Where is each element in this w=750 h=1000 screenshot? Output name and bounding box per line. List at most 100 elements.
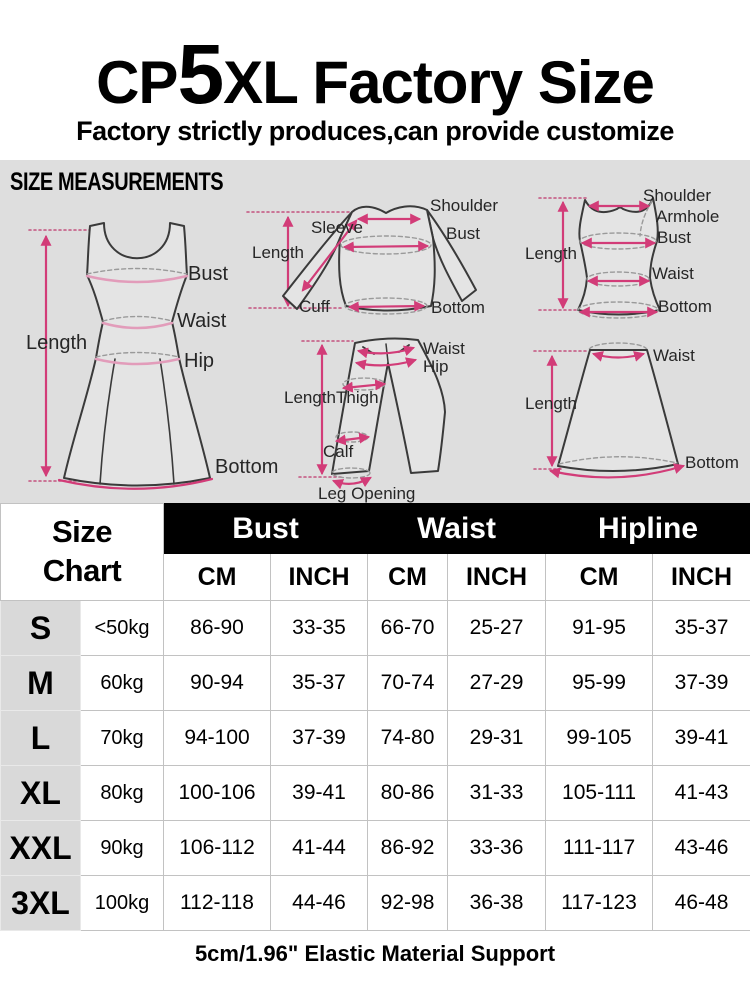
table-row: S <50kg 86-90 33-35 66-70 25-27 91-95 35… — [0, 600, 750, 656]
table-cell: 39-41 — [270, 765, 369, 821]
table-cell: 35-37 — [652, 600, 750, 656]
pants-thigh-label: Thigh — [336, 388, 379, 407]
table-cell: 35-37 — [270, 655, 369, 711]
title-suffix: XL Factory Size — [223, 49, 655, 116]
waist-inch-header: INCH — [447, 553, 547, 601]
pants-leg-opening-label: Leg Opening — [318, 484, 416, 503]
pants-diagram — [298, 337, 446, 490]
dress-bust-label: Bust — [188, 263, 229, 285]
table-cell: 95-99 — [545, 655, 654, 711]
table-row: 3XL 100kg 112-118 44-46 92-98 36-38 117-… — [0, 875, 750, 931]
table-cell: 33-36 — [447, 820, 547, 876]
hipline-group-header: Hipline — [545, 503, 750, 554]
pants-hip-label: Hip — [423, 357, 449, 376]
table-cell: 94-100 — [163, 710, 272, 766]
title-prefix: CP — [96, 49, 178, 116]
table-cell: 66-70 — [367, 600, 449, 656]
top-bottom-label: Bottom — [431, 298, 485, 317]
skirt-waist-label: Waist — [653, 346, 695, 365]
table-cell: 37-39 — [270, 710, 369, 766]
table-cell: 90-94 — [163, 655, 272, 711]
pants-calf-label: Calf — [323, 442, 354, 461]
table-cell: 44-46 — [270, 875, 369, 931]
table-cell: 41-44 — [270, 820, 369, 876]
table-cell: 91-95 — [545, 600, 654, 656]
table-cell: 46-48 — [652, 875, 750, 931]
weight-cell: 100kg — [79, 875, 165, 931]
table-cell: 39-41 — [652, 710, 750, 766]
dress-length-label: Length — [26, 332, 88, 354]
top-diagram — [246, 205, 477, 315]
unit-header-row: CM INCH CM INCH CM INCH — [1, 553, 750, 601]
table-cell: 27-29 — [447, 655, 547, 711]
skirt-diagram — [533, 342, 686, 479]
vest-diagram — [538, 197, 661, 319]
dress-bottom-label: Bottom — [215, 456, 279, 478]
table-cell: 99-105 — [545, 710, 654, 766]
table-cell: 43-46 — [652, 820, 750, 876]
table-cell: 37-39 — [652, 655, 750, 711]
top-sleeve-label: Sleeve — [311, 218, 363, 237]
skirt-bottom-label: Bottom — [685, 453, 739, 472]
table-cell: 105-111 — [545, 765, 654, 821]
table-cell: 86-92 — [367, 820, 449, 876]
top-length-label: Length — [252, 243, 304, 262]
size-label-cell: S — [0, 600, 81, 656]
group-header-row: Size Chart Bust Waist Hipline — [0, 503, 750, 601]
weight-cell: 70kg — [79, 710, 165, 766]
table-cell: 33-35 — [270, 600, 369, 656]
page-subtitle: Factory strictly produces,can provide cu… — [76, 116, 674, 146]
table-cell: 74-80 — [367, 710, 449, 766]
table-cell: 100-106 — [163, 765, 272, 821]
bust-inch-header: INCH — [270, 553, 369, 601]
table-cell: 86-90 — [163, 600, 272, 656]
table-cell: 31-33 — [447, 765, 547, 821]
hip-inch-header: INCH — [652, 553, 750, 601]
waist-cm-header: CM — [367, 553, 449, 601]
table-row: XXL 90kg 106-112 41-44 86-92 33-36 111-1… — [0, 820, 750, 876]
vest-bottom-label: Bottom — [658, 297, 712, 316]
vest-armhole-label: Armhole — [656, 207, 720, 226]
vest-bust-label: Bust — [657, 228, 692, 247]
table-cell: 41-43 — [652, 765, 750, 821]
size-label-cell: XL — [0, 765, 81, 821]
weight-cell: <50kg — [79, 600, 165, 656]
table-cell: 92-98 — [367, 875, 449, 931]
corner-line1: Size — [51, 514, 113, 550]
page-title: CP5XL Factory Size — [0, 32, 750, 123]
table-cell: 70-74 — [367, 655, 449, 711]
table-cell: 112-118 — [163, 875, 272, 931]
corner-line2: Chart — [42, 553, 122, 588]
hip-cm-header: CM — [545, 553, 654, 601]
vest-shoulder-label: Shoulder — [643, 186, 712, 205]
dress-diagram — [28, 222, 214, 490]
vest-waist-label: Waist — [652, 264, 694, 283]
top-shoulder-label: Shoulder — [430, 196, 499, 215]
table-cell: 29-31 — [447, 710, 547, 766]
dress-waist-label: Waist — [177, 310, 227, 332]
table-row: L 70kg 94-100 37-39 74-80 29-31 99-105 3… — [0, 710, 750, 766]
size-label-cell: M — [0, 655, 81, 711]
weight-cell: 60kg — [79, 655, 165, 711]
size-chart-table: Size Chart Bust Waist Hipline CM INCH CM… — [0, 503, 750, 931]
table-cell: 117-123 — [545, 875, 654, 931]
table-row: M 60kg 90-94 35-37 70-74 27-29 95-99 37-… — [0, 655, 750, 711]
skirt-length-label: Length — [525, 394, 577, 413]
top-cuff-label: Cuff — [299, 297, 330, 316]
table-cell: 80-86 — [367, 765, 449, 821]
title-big-5: 5 — [177, 27, 224, 121]
top-bust-label: Bust — [446, 224, 481, 243]
measurement-diagrams-svg — [28, 197, 686, 490]
corner-header-cell: Size Chart — [0, 503, 165, 601]
table-cell: 36-38 — [447, 875, 547, 931]
pants-waist-label: Waist — [423, 339, 465, 358]
size-measurements-panel: SIZE MEASUREMENTS — [0, 160, 750, 503]
weight-cell: 80kg — [79, 765, 165, 821]
dress-hip-label: Hip — [184, 350, 215, 372]
table-cell: 111-117 — [545, 820, 654, 876]
bust-group-header: Bust — [163, 503, 369, 554]
bust-cm-header: CM — [163, 553, 272, 601]
pants-length-label: Length — [284, 388, 336, 407]
size-label-cell: 3XL — [0, 875, 81, 931]
vest-length-label: Length — [525, 244, 577, 263]
